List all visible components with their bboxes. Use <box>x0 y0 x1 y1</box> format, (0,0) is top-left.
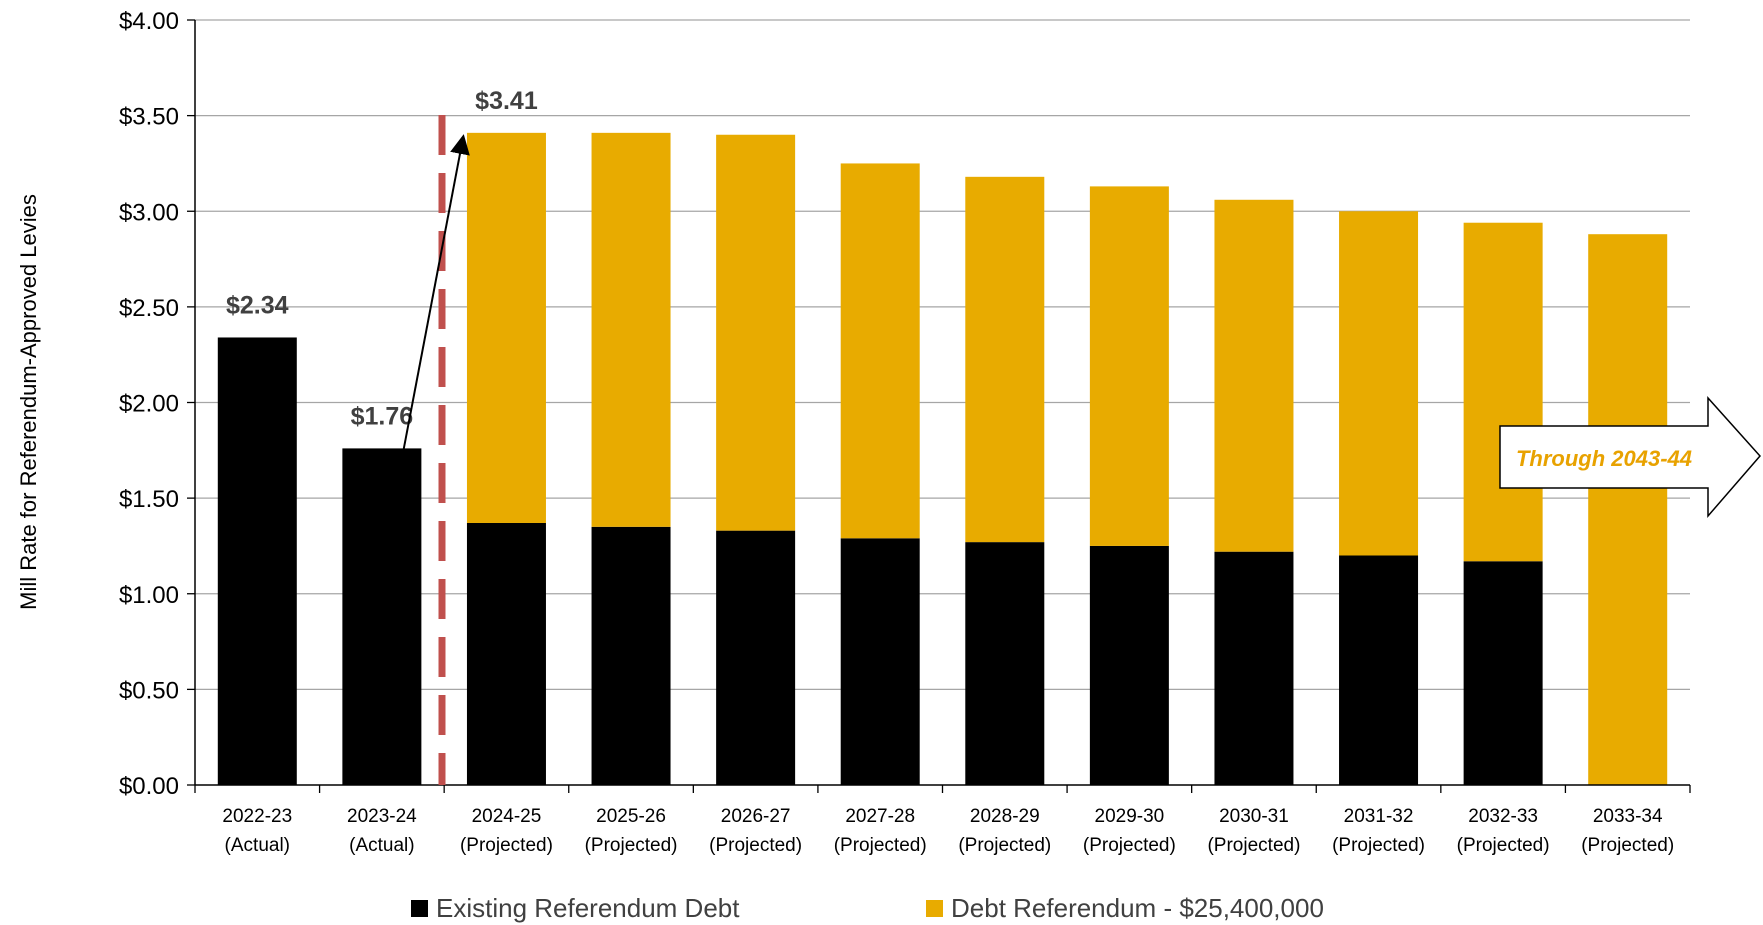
x-tick-label-period: 2032-33 <box>1468 806 1538 827</box>
increase-arrow <box>401 134 470 459</box>
y-tick-label: $3.00 <box>119 199 179 226</box>
bar-existing-referendum-debt <box>716 530 796 785</box>
bar-debt-referendum <box>591 132 671 527</box>
y-tick-label: $2.00 <box>119 391 179 418</box>
callout-arrow-shape <box>1499 396 1761 519</box>
y-axis-label: Mill Rate for Referendum-Approved Levies <box>16 194 41 610</box>
x-tick-label-status: (Actual) <box>225 835 290 856</box>
x-tick-label-period: 2026-27 <box>721 806 791 827</box>
through-2043-44-callout: Through 2043-44 <box>1499 396 1761 519</box>
x-tick-label-status: (Projected) <box>460 835 553 856</box>
bar-debt-referendum <box>1588 234 1668 785</box>
y-tick-label: $1.00 <box>119 582 179 609</box>
legend-swatch-existing <box>411 900 428 917</box>
bar-debt-referendum <box>1214 199 1294 552</box>
x-tick-label-status: (Projected) <box>1581 835 1674 856</box>
y-tick-label: $0.00 <box>119 773 179 800</box>
bar-debt-referendum <box>466 132 546 523</box>
y-tick-label: $1.50 <box>119 486 179 513</box>
bar-debt-referendum <box>840 163 920 539</box>
data-labels: $2.34 $1.76 $3.41 <box>226 87 538 431</box>
bar-debt-referendum <box>1463 222 1543 562</box>
x-tick-label-status: (Projected) <box>1083 835 1176 856</box>
data-label: $2.34 <box>226 291 289 319</box>
x-tick-label-status: (Actual) <box>349 835 414 856</box>
x-tick-label-period: 2022-23 <box>222 806 292 827</box>
legend-swatch-debt-referendum <box>926 900 943 917</box>
x-tick-label-status: (Projected) <box>1457 835 1550 856</box>
x-tick-label-period: 2029-30 <box>1095 806 1165 827</box>
bar-debt-referendum <box>1089 186 1169 546</box>
x-tick-label-period: 2031-32 <box>1344 806 1414 827</box>
x-tick-label-period: 2028-29 <box>970 806 1040 827</box>
x-tick-label-period: 2030-31 <box>1219 806 1289 827</box>
bar-existing-referendum-debt <box>840 538 920 785</box>
data-label: $3.41 <box>475 87 538 115</box>
x-tick-label-status: (Projected) <box>709 835 802 856</box>
legend: Existing Referendum Debt Debt Referendum… <box>411 893 1324 923</box>
x-tick-label-status: (Projected) <box>1207 835 1300 856</box>
x-tick-label-status: (Projected) <box>958 835 1051 856</box>
bar-existing-referendum-debt <box>591 526 671 785</box>
bars <box>217 132 1668 785</box>
x-tick-label-period: 2027-28 <box>845 806 915 827</box>
data-label: $1.76 <box>351 402 414 430</box>
bar-debt-referendum <box>1339 211 1419 556</box>
x-tick-label-period: 2023-24 <box>347 806 417 827</box>
legend-label-debt-referendum: Debt Referendum - $25,400,000 <box>951 893 1324 923</box>
legend-label-existing: Existing Referendum Debt <box>436 893 740 923</box>
bar-existing-referendum-debt <box>342 448 422 785</box>
y-tick-label: $3.50 <box>119 104 179 131</box>
bar-debt-referendum <box>716 134 796 531</box>
bar-existing-referendum-debt <box>1339 555 1419 785</box>
bar-existing-referendum-debt <box>466 522 546 785</box>
x-tick-labels: 2022-23 (Actual) 2023-24 (Actual) 2024-25 (Pr… <box>194 785 1691 856</box>
x-tick-label-status: (Projected) <box>834 835 927 856</box>
y-tick-label: $2.50 <box>119 295 179 322</box>
y-tick-label: $4.00 <box>119 8 179 35</box>
y-tick-labels: $0.00 $0.50 $1.00 $1.50 $2.00 $2.50 $3.00 $3.50… <box>119 8 179 800</box>
x-tick-label-status: (Projected) <box>1332 835 1425 856</box>
x-tick-label-period: 2024-25 <box>472 806 542 827</box>
bar-existing-referendum-debt <box>217 337 297 785</box>
bar-debt-referendum <box>965 176 1045 543</box>
bar-existing-referendum-debt <box>1463 561 1543 785</box>
x-tick-label-status: (Projected) <box>585 835 678 856</box>
x-tick-label-period: 2033-34 <box>1593 806 1663 827</box>
y-tick-label: $0.50 <box>119 677 179 704</box>
bar-existing-referendum-debt <box>1214 551 1294 785</box>
bar-existing-referendum-debt <box>1089 545 1169 785</box>
x-tick-label-period: 2025-26 <box>596 806 666 827</box>
bar-existing-referendum-debt <box>965 542 1045 785</box>
callout-text: Through 2043-44 <box>1516 446 1692 471</box>
